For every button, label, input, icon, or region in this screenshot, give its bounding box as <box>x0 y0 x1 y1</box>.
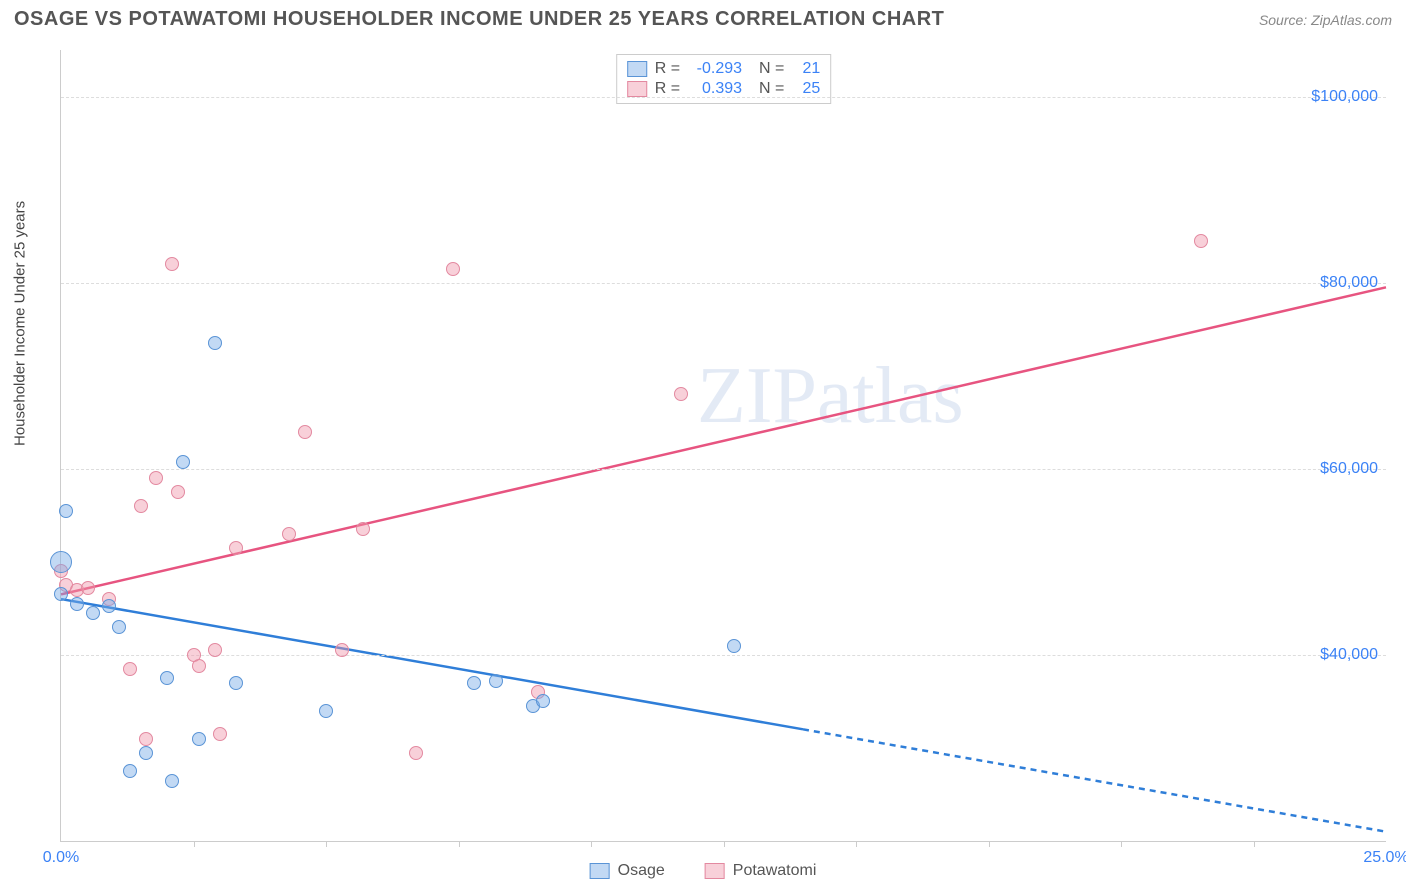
potawatomi-point <box>165 257 179 271</box>
potawatomi-swatch <box>705 863 725 879</box>
osage-point <box>467 676 481 690</box>
osage-swatch <box>590 863 610 879</box>
potawatomi-point <box>229 541 243 555</box>
osage-point <box>208 336 222 350</box>
potawatomi-swatch <box>627 81 647 97</box>
gridline <box>61 469 1386 470</box>
osage-point <box>70 597 84 611</box>
y-tick-label: $80,000 <box>1320 274 1378 292</box>
gridline <box>61 655 1386 656</box>
osage-point <box>536 694 550 708</box>
osage-r-value: -0.293 <box>688 60 742 78</box>
potawatomi-point <box>171 485 185 499</box>
chart-plot-area: ZIPatlas R = -0.293 N = 21 R = 0.393 N =… <box>60 50 1386 842</box>
y-axis-title: Householder Income Under 25 years <box>12 201 29 446</box>
r-label: R = <box>655 80 680 98</box>
stats-row-osage: R = -0.293 N = 21 <box>627 59 821 79</box>
x-tick <box>326 841 327 847</box>
potawatomi-point <box>134 499 148 513</box>
x-tick <box>989 841 990 847</box>
series-legend: Osage Potawatomi <box>590 862 817 880</box>
legend-item-potawatomi: Potawatomi <box>705 862 817 880</box>
osage-point <box>727 639 741 653</box>
x-tick <box>856 841 857 847</box>
osage-point <box>165 774 179 788</box>
legend-item-osage: Osage <box>590 862 665 880</box>
potawatomi-point <box>213 727 227 741</box>
y-tick-label: $60,000 <box>1320 460 1378 478</box>
potawatomi-point <box>674 387 688 401</box>
potawatomi-point <box>298 425 312 439</box>
chart-header: OSAGE VS POTAWATOMI HOUSEHOLDER INCOME U… <box>0 0 1406 35</box>
potawatomi-point <box>446 262 460 276</box>
osage-point <box>319 704 333 718</box>
x-tick <box>1254 841 1255 847</box>
watermark-text: ZIPatlas <box>697 351 964 442</box>
x-tick <box>1121 841 1122 847</box>
potawatomi-point <box>192 659 206 673</box>
osage-point <box>102 599 116 613</box>
trend-lines-layer <box>61 50 1386 841</box>
osage-n-value: 21 <box>792 60 820 78</box>
y-tick-label: $100,000 <box>1311 88 1378 106</box>
osage-swatch <box>627 61 647 77</box>
osage-point <box>54 587 68 601</box>
x-tick <box>194 841 195 847</box>
n-label: N = <box>750 80 784 98</box>
n-label: N = <box>750 60 784 78</box>
y-tick-label: $40,000 <box>1320 646 1378 664</box>
x-tick <box>591 841 592 847</box>
potawatomi-point <box>139 732 153 746</box>
potawatomi-n-value: 25 <box>792 80 820 98</box>
osage-point <box>176 455 190 469</box>
potawatomi-point <box>1194 234 1208 248</box>
osage-point <box>112 620 126 634</box>
potawatomi-r-value: 0.393 <box>688 80 742 98</box>
x-tick-label: 25.0% <box>1363 849 1406 867</box>
potawatomi-point <box>208 643 222 657</box>
x-tick-label: 0.0% <box>43 849 79 867</box>
gridline <box>61 283 1386 284</box>
x-tick <box>724 841 725 847</box>
potawatomi-point <box>123 662 137 676</box>
potawatomi-point <box>149 471 163 485</box>
osage-point <box>192 732 206 746</box>
osage-point <box>229 676 243 690</box>
potawatomi-point <box>356 522 370 536</box>
osage-point <box>139 746 153 760</box>
potawatomi-point <box>409 746 423 760</box>
x-tick <box>459 841 460 847</box>
potawatomi-point <box>81 581 95 595</box>
potawatomi-point <box>282 527 296 541</box>
potawatomi-label: Potawatomi <box>733 862 817 880</box>
osage-point <box>123 764 137 778</box>
osage-point <box>59 504 73 518</box>
osage-point <box>160 671 174 685</box>
osage-point <box>489 674 503 688</box>
potawatomi-point <box>335 643 349 657</box>
r-label: R = <box>655 60 680 78</box>
chart-source: Source: ZipAtlas.com <box>1259 12 1392 28</box>
osage-point <box>86 606 100 620</box>
osage-point <box>50 551 72 573</box>
chart-title: OSAGE VS POTAWATOMI HOUSEHOLDER INCOME U… <box>14 8 944 31</box>
gridline <box>61 97 1386 98</box>
osage-label: Osage <box>618 862 665 880</box>
